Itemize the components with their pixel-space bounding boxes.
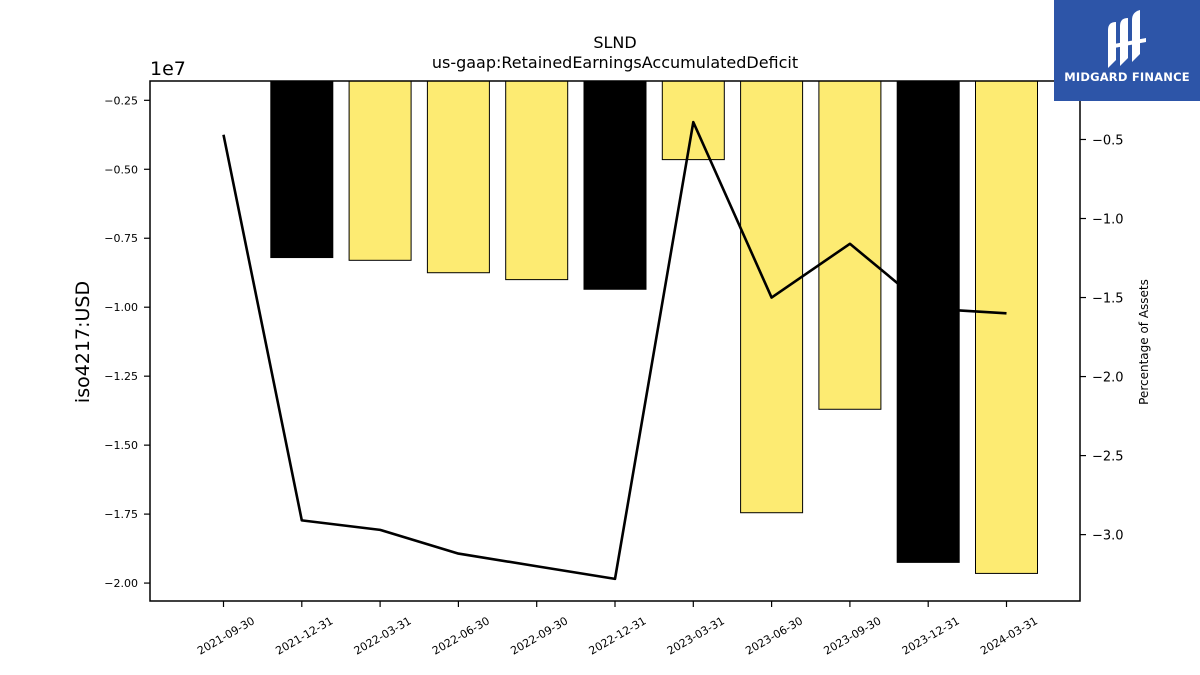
bar — [270, 80, 334, 259]
x-tick-label: 2021-12-31 — [273, 614, 335, 657]
y-tick-label: −1.00 — [104, 301, 138, 314]
y-tick-label: −1.25 — [104, 370, 138, 383]
y2-axis-label: Percentage of Assets — [1137, 279, 1151, 405]
bar — [505, 80, 569, 281]
y2-tick-label: −2.0 — [1092, 371, 1124, 386]
chart-subtitle: us-gaap:RetainedEarningsAccumulatedDefic… — [432, 53, 798, 72]
bar-series — [270, 80, 1038, 574]
midgard-finance-logo: MIDGARD FINANCE — [1054, 0, 1200, 101]
chart-title: SLND — [593, 33, 636, 52]
bar — [583, 80, 647, 290]
y2-tick-label: −2.5 — [1092, 450, 1124, 465]
y-tick-label: −1.75 — [104, 508, 138, 521]
y-axis: −2.00 −1.75 −1.50 −1.25 −1.00 −0.75 −0.50 −0.25 — [104, 94, 150, 590]
y-tick-label: −0.25 — [104, 94, 138, 107]
y-axis-label: iso4217:USD — [72, 281, 94, 403]
logo-mark-icon — [1108, 10, 1146, 68]
y2-tick-label: −3.0 — [1092, 529, 1124, 544]
bar — [348, 80, 412, 261]
x-tick-label: 2022-03-31 — [352, 614, 414, 657]
y2-tick-label: −0.5 — [1092, 133, 1124, 148]
x-tick-label: 2023-12-31 — [900, 614, 962, 657]
logo-text: MIDGARD FINANCE — [1064, 70, 1190, 84]
y2-axis: −3.0 −2.5 −2.0 −1.5 −1.0 −0.5 — [1080, 133, 1124, 544]
bar — [975, 80, 1038, 574]
bar — [661, 80, 725, 161]
y-tick-label: −1.50 — [104, 439, 138, 452]
x-tick-label: 2023-03-31 — [665, 614, 727, 657]
x-tick-label: 2023-09-30 — [822, 614, 884, 657]
x-tick-label: 2022-06-30 — [430, 614, 492, 657]
y2-tick-label: −1.0 — [1092, 213, 1124, 228]
y-tick-label: −2.00 — [104, 577, 138, 590]
x-tick-label: 2023-06-30 — [743, 614, 805, 657]
line-path — [222, 120, 1007, 581]
x-axis: 2021-09-30 2021-12-31 2022-03-31 2022-06-30… — [195, 601, 1040, 658]
x-tick-label: 2022-12-31 — [587, 614, 649, 657]
x-tick-label: 2024-03-31 — [978, 614, 1040, 657]
bar — [426, 80, 490, 274]
bar — [896, 80, 960, 563]
x-tick-label: 2021-09-30 — [195, 614, 257, 657]
x-tick-label: 2022-09-30 — [508, 614, 570, 657]
y-axis-offset-label: 1e7 — [150, 58, 186, 80]
y-tick-label: −0.75 — [104, 232, 138, 245]
y-tick-label: −0.50 — [104, 163, 138, 176]
line-series — [222, 120, 1007, 581]
y2-tick-label: −1.5 — [1092, 292, 1124, 307]
